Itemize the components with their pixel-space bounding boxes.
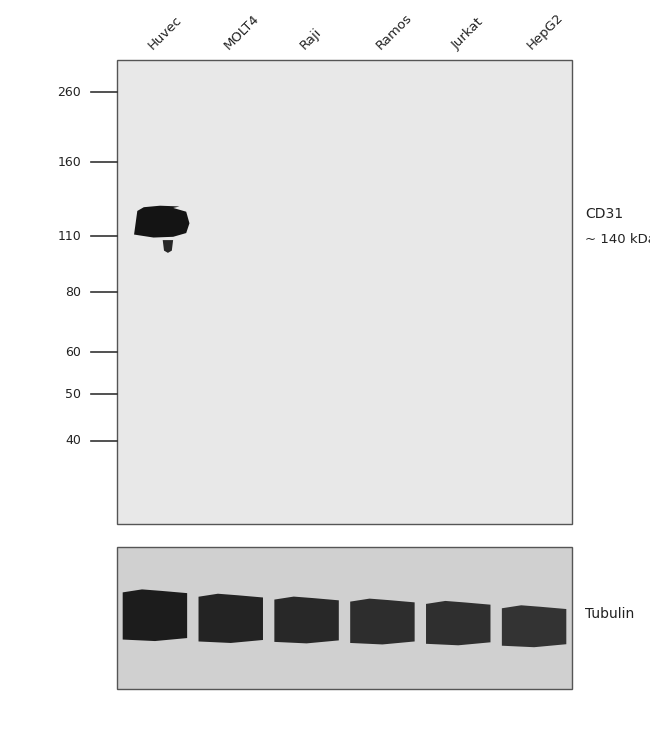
Polygon shape xyxy=(198,594,263,643)
Text: 60: 60 xyxy=(66,346,81,359)
Text: 80: 80 xyxy=(65,285,81,299)
Bar xyxy=(117,60,572,524)
Polygon shape xyxy=(502,605,566,647)
Text: 110: 110 xyxy=(57,230,81,243)
Text: MOLT4: MOLT4 xyxy=(222,12,262,52)
Polygon shape xyxy=(134,206,189,237)
Text: ~ 140 kDa: ~ 140 kDa xyxy=(585,233,650,246)
Text: CD31: CD31 xyxy=(585,207,623,220)
Text: Huvec: Huvec xyxy=(146,13,185,52)
Bar xyxy=(117,547,572,689)
Text: Jurkat: Jurkat xyxy=(449,16,486,52)
Polygon shape xyxy=(426,601,491,646)
Text: 260: 260 xyxy=(57,86,81,99)
Text: 40: 40 xyxy=(66,434,81,447)
Polygon shape xyxy=(162,240,173,253)
Text: 160: 160 xyxy=(57,156,81,169)
Text: Ramos: Ramos xyxy=(373,11,414,52)
Text: HepG2: HepG2 xyxy=(525,11,566,52)
Text: Raji: Raji xyxy=(298,26,324,52)
Polygon shape xyxy=(274,597,339,643)
Polygon shape xyxy=(350,598,415,644)
Text: Tubulin: Tubulin xyxy=(585,607,634,621)
Text: 50: 50 xyxy=(65,388,81,401)
Polygon shape xyxy=(123,589,187,641)
